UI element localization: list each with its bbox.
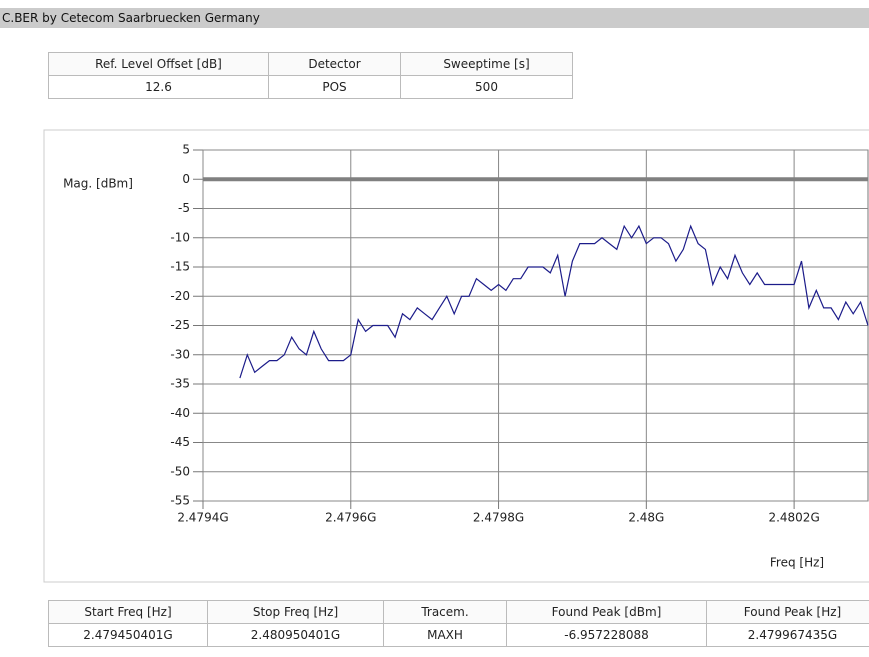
y-tick-label: -55	[170, 494, 190, 508]
y-tick-label: -35	[170, 377, 190, 391]
x-axis-label: Freq [Hz]	[770, 556, 824, 570]
x-tick-label: 2.48G	[628, 511, 664, 525]
th: Ref. Level Offset [dB]	[48, 52, 269, 76]
th: Sweeptime [s]	[400, 52, 573, 76]
td: -6.957228088	[506, 623, 707, 647]
x-tick-label: 2.4802G	[768, 511, 819, 525]
th: Found Peak [Hz]	[706, 600, 869, 624]
chart-box	[43, 129, 869, 583]
y-tick-label: -15	[170, 260, 190, 274]
y-axis-label: Mag. [dBm]	[63, 177, 133, 191]
y-tick-label: -20	[170, 289, 190, 303]
td: 12.6	[48, 75, 269, 99]
y-tick-label: -10	[170, 230, 190, 244]
td: 2.480950401G	[207, 623, 384, 647]
trace	[239, 224, 869, 379]
td: 2.479967435G	[706, 623, 869, 647]
y-tick-label: 0	[182, 172, 190, 186]
th: Tracem.	[383, 600, 507, 624]
y-tick-label: 5	[182, 143, 190, 157]
y-tick-label: -50	[170, 464, 190, 478]
y-tick-label: -30	[170, 347, 190, 361]
x-tick-label: 2.4796G	[325, 511, 376, 525]
x-tick-label: 2.4794G	[177, 511, 228, 525]
td: 2.479450401G	[48, 623, 208, 647]
y-tick-label: -25	[170, 318, 190, 332]
top-table: Ref. Level Offset [dB] Detector Sweeptime …	[48, 52, 573, 99]
th: Start Freq [Hz]	[48, 600, 208, 624]
header-title: C.BER by Cetecom Saarbruecken Germany	[0, 8, 869, 28]
y-tick-label: -5	[178, 201, 190, 215]
td: POS	[268, 75, 401, 99]
x-tick-label: 2.4798G	[473, 511, 524, 525]
th: Stop Freq [Hz]	[207, 600, 384, 624]
th: Found Peak [dBm]	[506, 600, 707, 624]
y-tick-label: -40	[170, 406, 190, 420]
td: 500	[400, 75, 573, 99]
td: MAXH	[383, 623, 507, 647]
chart: Mag. [dBm] Freq [Hz] 5 0 -5 -10 -15 -20 -25 -30…	[43, 129, 869, 583]
bottom-table: Start Freq [Hz] Stop Freq [Hz] Tracem. Foun…	[48, 600, 869, 647]
y-tick-label: -45	[170, 435, 190, 449]
